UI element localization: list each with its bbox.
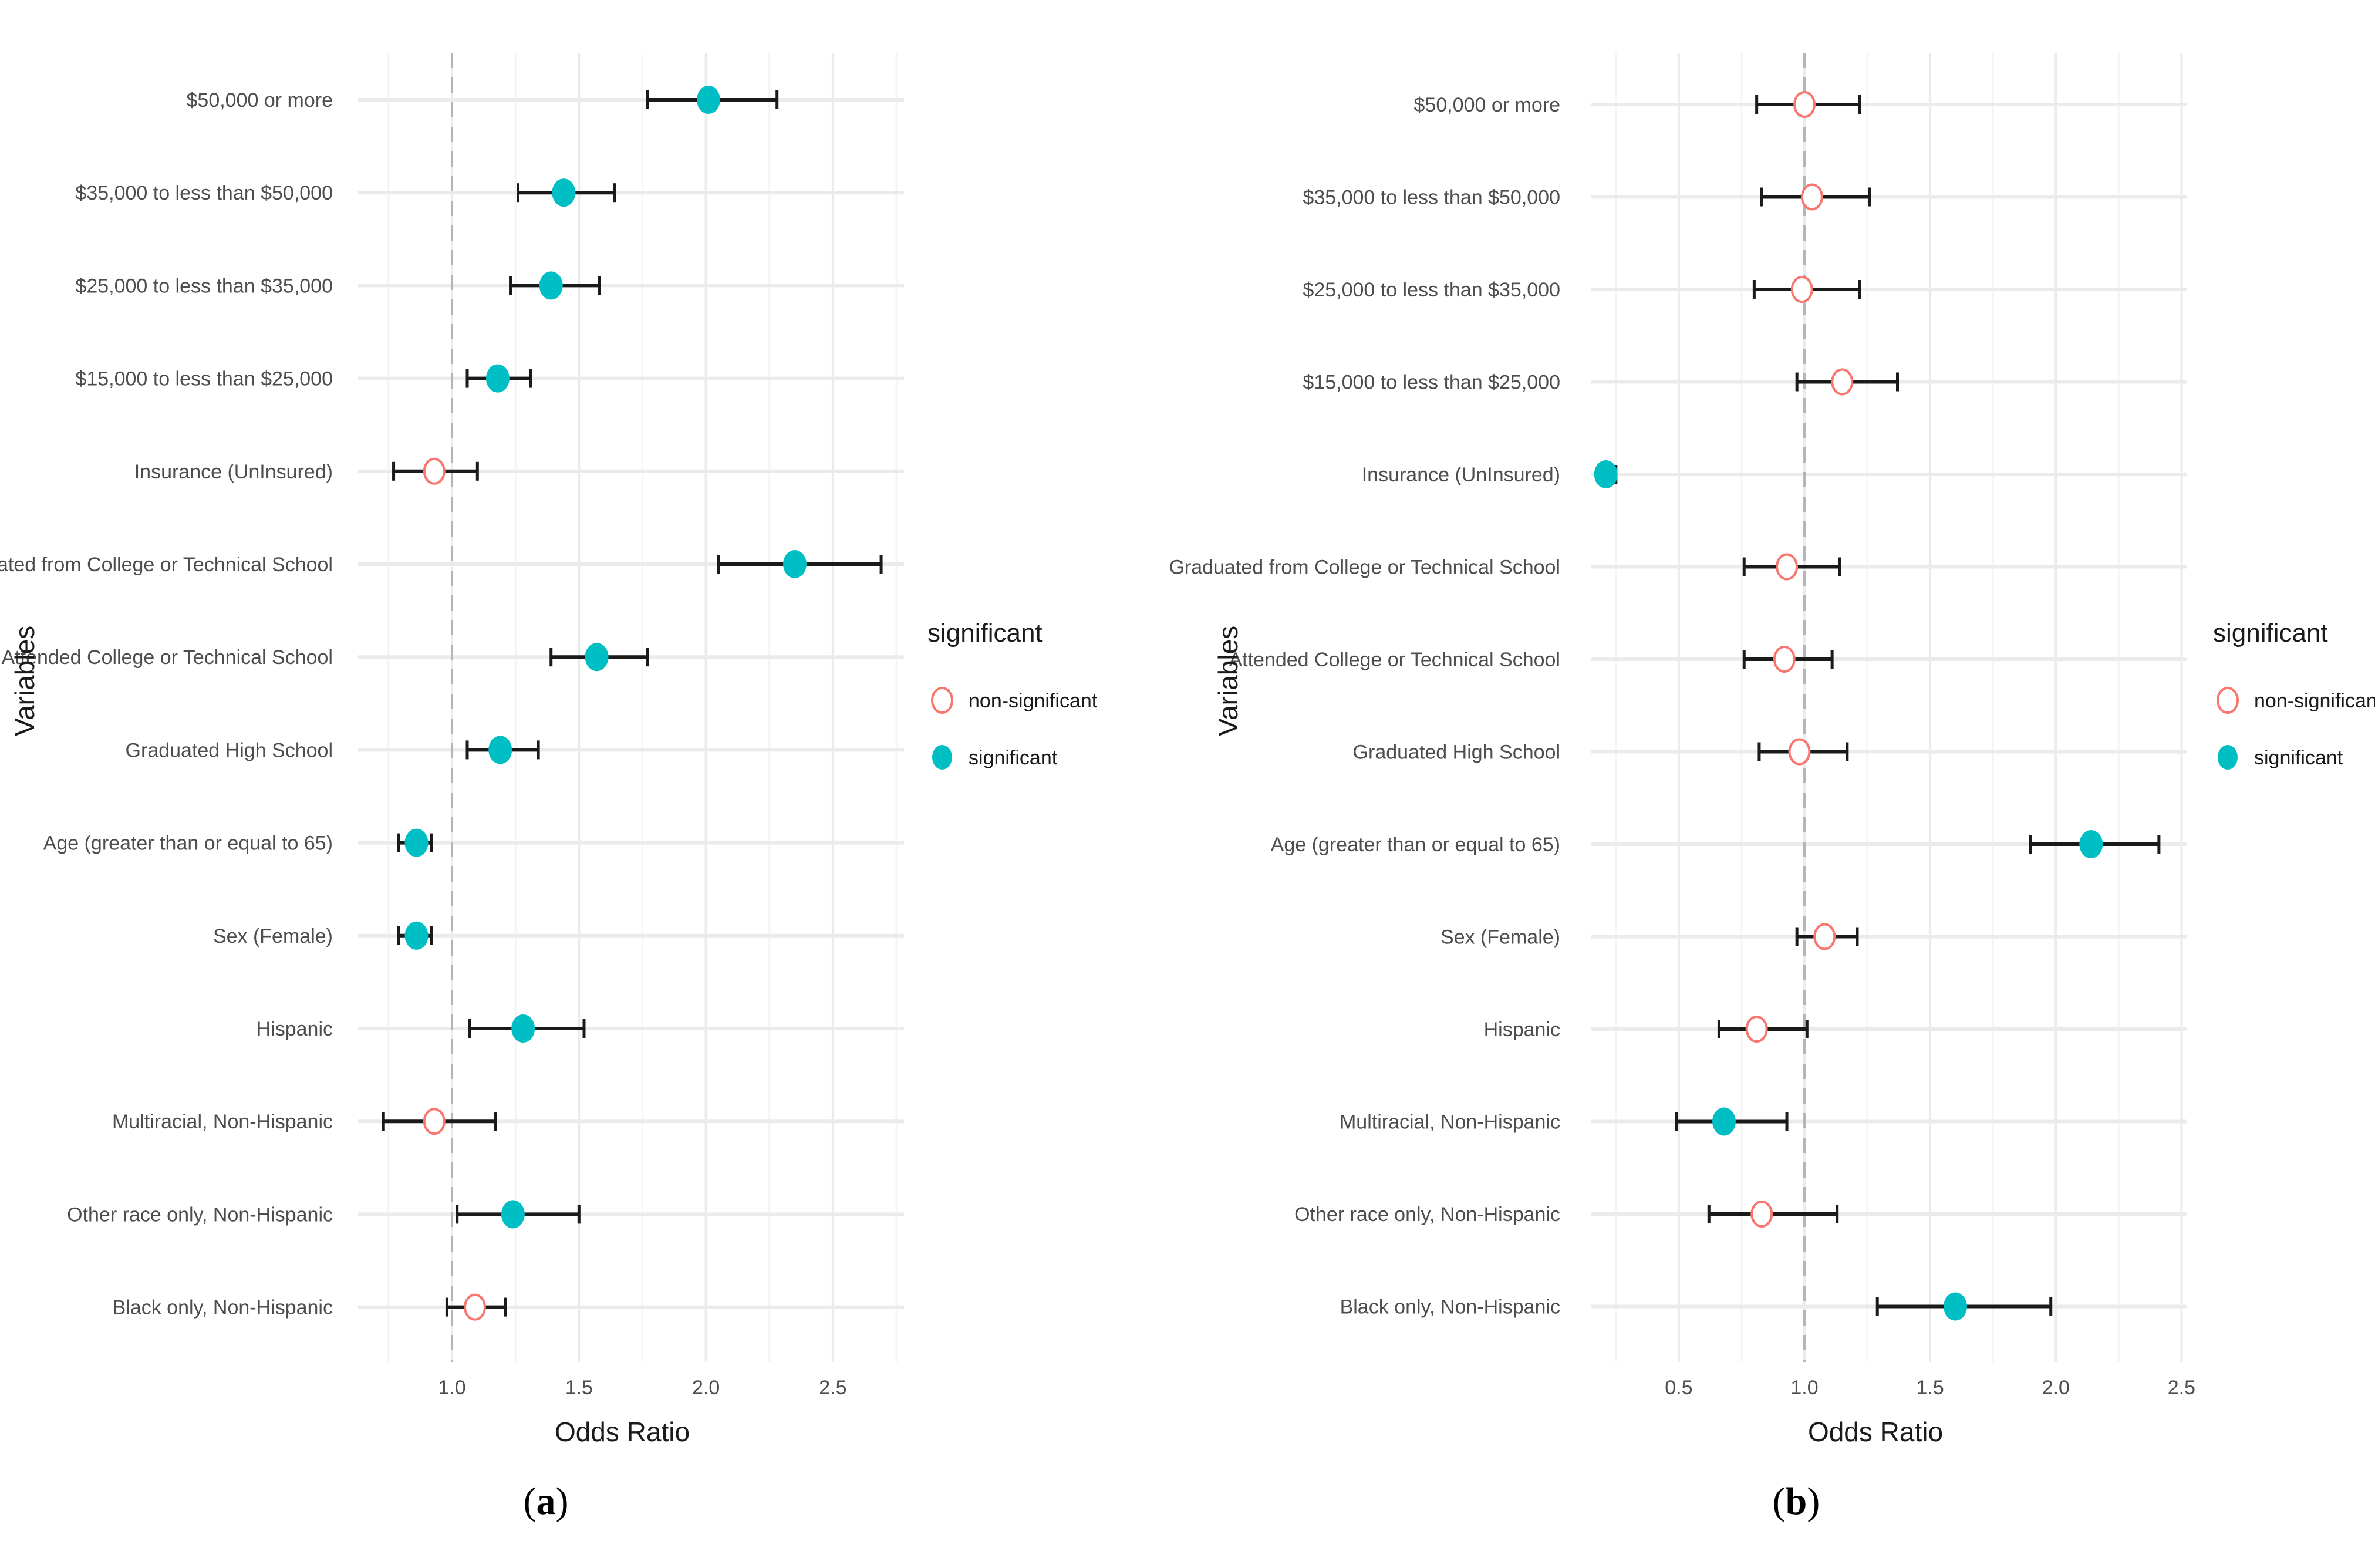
point-significant <box>501 1200 525 1229</box>
y-tick-label: Graduated from College or Technical Scho… <box>1169 557 1560 579</box>
legend-label: significant <box>2254 747 2343 769</box>
legend: significant non-significant significant <box>2213 619 2375 770</box>
legend-title: significant <box>2213 619 2328 648</box>
panel-a-label: (a) <box>523 1480 569 1523</box>
y-tick-label: $25,000 to less than $35,000 <box>75 275 333 297</box>
point-non-significant <box>1750 1201 1773 1228</box>
legend-key-significant <box>932 745 952 770</box>
x-tick-label: 2.5 <box>2168 1377 2195 1399</box>
point-non-significant <box>1745 1016 1768 1043</box>
point-significant <box>488 736 512 764</box>
point-significant <box>552 178 576 207</box>
y-tick-label: Black only, Non-Hispanic <box>113 1297 333 1319</box>
point-significant <box>539 271 563 300</box>
y-tick-label: Attended College or Technical School <box>1229 649 1560 671</box>
y-tick-label: $50,000 or more <box>187 89 333 112</box>
point-significant <box>1712 1107 1736 1136</box>
y-axis-title: Variables <box>1213 626 1243 736</box>
y-tick-label: Insurance (UnInsured) <box>1362 464 1560 486</box>
y-tick-label: Black only, Non-Hispanic <box>1340 1296 1560 1319</box>
legend-label: non-significant <box>2254 690 2375 712</box>
y-axis-title: Variables <box>9 626 40 736</box>
x-tick-label: 2.0 <box>2042 1377 2070 1399</box>
y-tick-label: $35,000 to less than $50,000 <box>75 182 333 204</box>
x-tick-label: 1.5 <box>1917 1377 1944 1399</box>
point-significant <box>511 1014 535 1043</box>
y-tick-label: Hispanic <box>257 1018 333 1040</box>
point-significant <box>585 643 609 672</box>
panel-b-label: (b) <box>1772 1480 1820 1523</box>
point-significant <box>404 921 429 950</box>
point-significant <box>696 86 720 114</box>
point-significant <box>1594 460 1618 488</box>
y-tick-label: Graduated from College or Technical Scho… <box>0 554 333 576</box>
y-tick-label: Multiracial, Non-Hispanic <box>112 1111 333 1133</box>
y-tick-label: Other race only, Non-Hispanic <box>1294 1203 1560 1226</box>
point-non-significant <box>463 1293 486 1321</box>
chart-panel-a: $50,000 or more $35,000 to less than $50,… <box>0 53 1098 1447</box>
x-tick-label: 2.0 <box>692 1377 720 1399</box>
point-non-significant <box>1793 91 1816 118</box>
point-non-significant <box>423 1108 446 1135</box>
point-significant <box>783 550 807 578</box>
legend-label: non-significant <box>969 690 1098 712</box>
y-tick-label: $50,000 or more <box>1414 94 1561 116</box>
chart-panel-b: $50,000 or more $35,000 to less than $50,… <box>1169 53 2375 1447</box>
x-axis-title: Odds Ratio <box>1808 1417 1943 1447</box>
point-non-significant <box>1790 276 1813 303</box>
x-tick-label: 1.0 <box>1790 1377 1818 1399</box>
point-non-significant <box>1776 553 1799 581</box>
y-tick-label: Attended College or Technical School <box>1 646 333 669</box>
legend-key-non-significant <box>2217 687 2239 714</box>
x-tick-label: 1.0 <box>438 1377 465 1399</box>
point-significant <box>404 828 429 857</box>
x-tick-label: 0.5 <box>1665 1377 1692 1399</box>
point-non-significant <box>1831 368 1854 396</box>
legend-key-non-significant <box>931 687 953 714</box>
y-tick-label: Sex (Female) <box>1440 926 1560 949</box>
y-tick-label: $25,000 to less than $35,000 <box>1303 279 1560 301</box>
point-non-significant <box>1773 646 1796 673</box>
legend-label: significant <box>969 747 1058 769</box>
x-axis-title: Odds Ratio <box>555 1417 690 1447</box>
point-significant <box>1943 1292 1967 1321</box>
x-tick-label: 2.5 <box>819 1377 846 1399</box>
y-tick-label: Sex (Female) <box>213 925 333 947</box>
legend-key-significant <box>2218 745 2238 770</box>
y-tick-label: Age (greater than or equal to 65) <box>43 832 333 855</box>
point-significant <box>2079 830 2103 858</box>
point-non-significant <box>1800 183 1823 211</box>
y-tick-label: $15,000 to less than $25,000 <box>1303 372 1560 394</box>
y-tick-label: Graduated High School <box>1353 741 1560 764</box>
point-non-significant <box>1788 738 1811 766</box>
y-tick-label: Age (greater than or equal to 65) <box>1271 834 1560 856</box>
point-significant <box>485 364 510 393</box>
y-tick-label: Insurance (UnInsured) <box>134 461 333 483</box>
legend-title: significant <box>927 619 1043 648</box>
point-non-significant <box>1813 923 1836 950</box>
x-tick-label: 1.5 <box>565 1377 593 1399</box>
y-tick-label: Hispanic <box>1484 1019 1560 1041</box>
legend: significant non-significant significant <box>927 619 1098 770</box>
y-tick-label: Graduated High School <box>126 739 333 761</box>
point-non-significant <box>423 457 446 485</box>
y-tick-label: Multiracial, Non-Hispanic <box>1340 1111 1560 1134</box>
y-tick-label: Other race only, Non-Hispanic <box>67 1203 333 1226</box>
y-tick-label: $15,000 to less than $25,000 <box>75 368 333 390</box>
y-tick-label: $35,000 to less than $50,000 <box>1303 187 1560 209</box>
